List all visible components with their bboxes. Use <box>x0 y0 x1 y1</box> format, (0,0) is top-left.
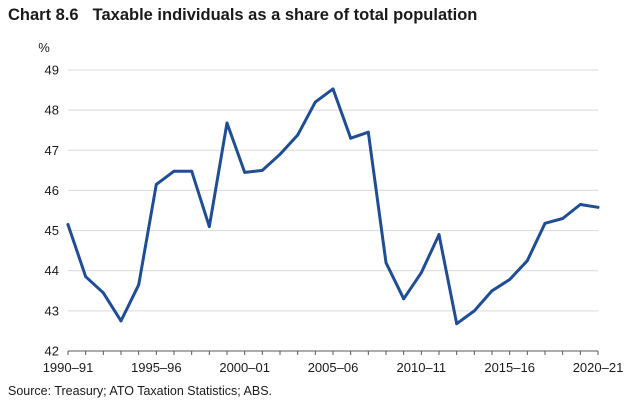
data-point <box>225 121 229 125</box>
x-tick-label: 2010–11 <box>397 360 447 375</box>
y-tick-label: 42 <box>45 344 59 359</box>
data-point <box>243 170 247 174</box>
data-point <box>296 133 300 137</box>
y-tick-label: 45 <box>45 223 59 238</box>
data-point <box>278 152 282 156</box>
data-point <box>561 217 565 220</box>
y-tick-label: 44 <box>45 263 59 278</box>
data-point <box>101 291 105 295</box>
data-point <box>260 168 264 172</box>
data-point <box>437 233 441 236</box>
x-tick-label: 2000–01 <box>219 360 270 375</box>
x-tick-label: 2020–21 <box>573 360 624 375</box>
data-point <box>66 223 70 226</box>
chart-title: Chart 8.6 Taxable individuals as a share … <box>8 6 477 25</box>
data-point <box>172 169 176 173</box>
series-line <box>66 87 600 326</box>
gridlines <box>68 69 598 312</box>
data-point <box>331 87 335 91</box>
data-point <box>525 259 529 263</box>
data-point <box>490 289 494 293</box>
data-point <box>84 275 88 279</box>
data-point <box>137 283 141 287</box>
y-tick-label: 47 <box>45 143 59 158</box>
data-point <box>508 278 512 281</box>
y-tick-label: 48 <box>45 103 59 118</box>
y-tick-label: 49 <box>45 63 59 78</box>
data-point <box>154 183 158 186</box>
data-point <box>578 203 582 206</box>
data-point <box>384 261 388 265</box>
data-point <box>313 100 317 104</box>
series <box>66 87 600 326</box>
x-tick-label: 1990–91 <box>43 360 94 375</box>
x-tick-label: 1995–96 <box>131 360 182 375</box>
data-point <box>402 297 406 301</box>
y-tick-label: 46 <box>45 183 59 198</box>
y-axis-unit: % <box>38 40 50 55</box>
tick-labels: 42 43 44 45 46 47 48 49% 1990–91 1995–96 2000–01 20… <box>38 40 623 375</box>
chart-title-text: Taxable individuals as a share of total … <box>92 6 478 24</box>
data-point <box>119 319 123 323</box>
data-point <box>543 221 547 225</box>
axes <box>67 350 599 355</box>
chart-number: Chart 8.6 <box>8 6 79 24</box>
data-point <box>419 271 423 275</box>
source-note: Source: Treasury; ATO Taxation Statistic… <box>8 384 273 398</box>
data-point <box>349 136 353 140</box>
data-point <box>190 169 194 173</box>
data-point <box>207 225 211 228</box>
x-tick-label: 2005–06 <box>308 360 359 375</box>
x-tick-label: 2015–16 <box>484 360 535 375</box>
data-point <box>596 205 600 209</box>
y-tick-label: 43 <box>45 303 59 318</box>
data-point <box>472 309 476 313</box>
data-point <box>455 322 459 326</box>
data-point <box>366 130 370 134</box>
